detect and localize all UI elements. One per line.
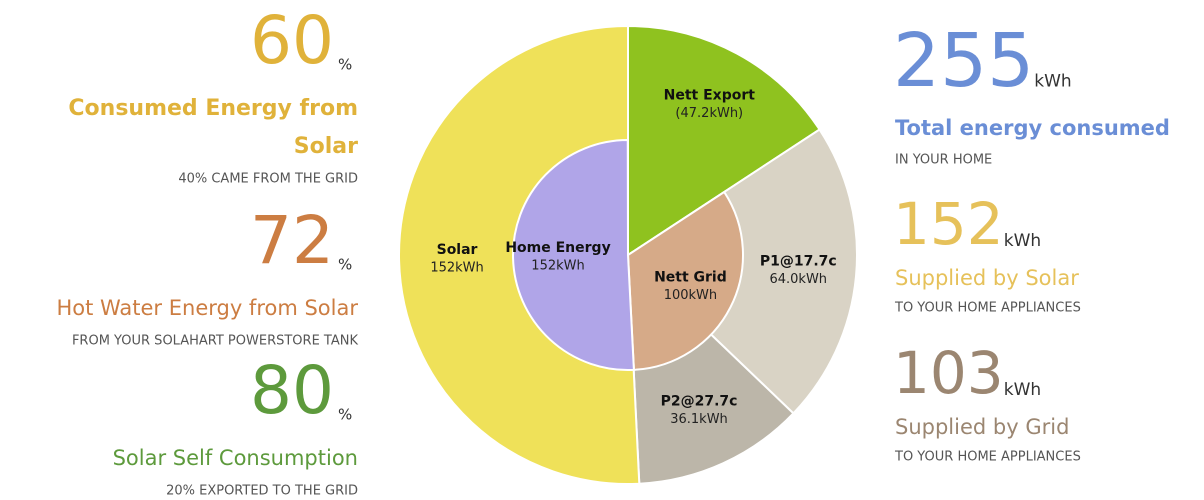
stat-unit: kWh xyxy=(1004,231,1041,251)
slice-label: Nett Grid xyxy=(654,270,727,286)
stat-note: FROM YOUR SOLAHART POWERSTORE TANK xyxy=(72,334,359,349)
inner-slice xyxy=(512,138,635,371)
stat-figure: 255kWh xyxy=(893,18,1072,104)
stat-note: TO YOUR HOME APPLIANCES xyxy=(894,301,1081,316)
slice-label: Nett Export xyxy=(664,88,756,104)
stat-value: 152 xyxy=(893,190,1004,258)
stat-unit: % xyxy=(338,256,352,274)
stat-label: Solar xyxy=(294,134,358,159)
stat-label: Hot Water Energy from Solar xyxy=(56,296,358,320)
stat-note: 20% EXPORTED TO THE GRID xyxy=(166,484,358,499)
stat-label: Supplied by Grid xyxy=(895,415,1069,439)
stat-value: 60 xyxy=(250,2,334,79)
stat-note: IN YOUR HOME xyxy=(895,153,992,168)
slice-value-label: (47.2kWh) xyxy=(675,106,743,121)
inner-slice xyxy=(626,190,744,371)
slice-label: Solar xyxy=(437,242,478,258)
stat-figure: 103kWh xyxy=(893,339,1041,407)
slice-value-label: 152kWh xyxy=(531,258,584,273)
slice-label: Home Energy xyxy=(505,240,610,256)
stat-label: Consumed Energy from xyxy=(68,96,358,121)
stat-unit: kWh xyxy=(1034,71,1071,91)
stat-value: 103 xyxy=(893,339,1004,407)
stat-label: Supplied by Solar xyxy=(895,266,1079,290)
stat-label: Solar Self Consumption xyxy=(113,446,358,470)
slice-label: P1@17.7c xyxy=(760,254,837,270)
stat-unit: % xyxy=(338,406,352,424)
stat-unit: % xyxy=(338,56,352,74)
slice-value-label: 100kWh xyxy=(664,288,717,303)
stat-unit: kWh xyxy=(1004,380,1041,400)
stat-figure: 152kWh xyxy=(893,190,1041,258)
slice-value-label: 36.1kWh xyxy=(670,412,728,427)
stat-value: 72 xyxy=(250,202,334,279)
slice-value-label: 64.0kWh xyxy=(769,272,827,287)
stat-value: 80 xyxy=(250,352,334,429)
slice-label: P2@27.7c xyxy=(661,394,738,410)
stat-label: Total energy consumed xyxy=(895,116,1170,140)
stat-value: 255 xyxy=(893,18,1034,104)
stat-note: TO YOUR HOME APPLIANCES xyxy=(894,450,1081,465)
stat-note: 40% CAME FROM THE GRID xyxy=(178,172,358,187)
slice-value-label: 152kWh xyxy=(430,261,483,276)
outer-slice xyxy=(627,24,821,257)
